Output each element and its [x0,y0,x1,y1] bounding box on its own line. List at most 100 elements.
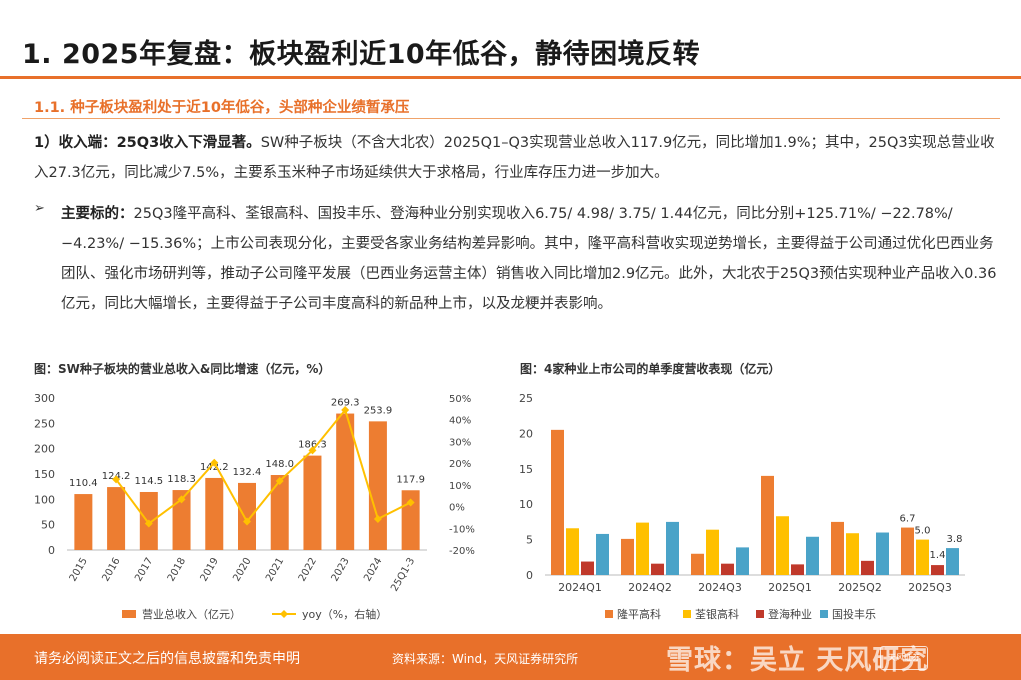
yoy-point [144,519,153,528]
revenue-heading: 1）收入端：25Q3收入下滑显著。 [34,135,261,151]
y-tick-label: 150 [34,468,55,481]
revenue-data-label: 114.5 [134,476,163,487]
quarter-bar [621,538,634,575]
legend-swatch [820,610,828,618]
x-tick-label: 2024Q1 [558,581,602,594]
quarter-bar [721,563,734,575]
y-tick-label: 0 [526,569,533,582]
revenue-bar [270,475,289,550]
quarter-bar [566,528,579,575]
quarter-bar [551,429,564,575]
quarter-bar [791,564,804,575]
footer-disclaimer: 请务必阅读正文之后的信息披露和免责申明 [34,651,300,667]
quarter-bar [806,536,819,575]
x-tick-label: 2022 [297,556,319,584]
y-tick-label: 15 [519,463,533,476]
y-tick-label: 10 [519,498,533,511]
revenue-bar [172,490,191,550]
section-subtitle: 1.1. 种子板块盈利处于近10年低谷，头部种企业绩暂承压 [34,100,410,116]
chart1-title: 图：SW种子板块的营业总收入&同比增速（亿元，%） [34,362,331,376]
revenue-data-label: 142.2 [200,462,229,473]
x-tick-label: 2024 [362,556,384,584]
quarter-bar [901,527,914,575]
revenue-data-label: 186.3 [298,440,327,451]
x-tick-label: 2023 [330,556,352,584]
revenue-bar [107,487,126,550]
y-tick-label: 25 [519,392,533,405]
legend-label: 国投丰乐 [832,607,876,621]
quarter-data-label: 3.8 [947,534,963,545]
x-tick-label: 2019 [199,556,221,584]
legend-swatch [605,610,613,618]
quarter-bar [831,521,844,575]
quarter-bar [876,532,889,575]
yoy-point [341,405,350,414]
revenue-data-label: 253.9 [364,405,393,416]
subtitle-divider [22,118,1000,119]
y2-tick-label: 0% [449,503,465,514]
y2-tick-label: -10% [449,524,475,535]
revenue-bar [303,455,322,550]
y2-tick-label: 50% [449,394,471,405]
y2-tick-label: -20% [449,546,475,557]
x-tick-label: 2025Q1 [768,581,812,594]
revenue-bar [238,482,256,550]
legend-label-yoy: yoy（%，右轴） [302,607,387,621]
legend-marker-yoy [280,610,288,618]
legend-label: 隆平高科 [617,607,661,621]
yoy-point [243,517,251,526]
quarter-bar [776,516,789,575]
x-tick-label: 2025Q2 [838,581,882,594]
y2-tick-label: 30% [449,437,471,448]
footer-bar [0,634,1021,680]
yoy-point [112,475,121,484]
revenue-bar [205,477,224,550]
revenue-data-label: 148.0 [265,459,294,470]
quarter-bar [666,521,679,575]
quarter-bar [846,533,859,575]
targets-paragraph: 主要标的：25Q3隆平高科、荃银高科、国投丰乐、登海种业分别实现收入6.75/ … [34,199,1002,319]
quarter-bar [761,475,774,575]
quarter-bar [651,563,664,575]
y-tick-label: 300 [34,392,55,405]
y-tick-label: 20 [519,427,533,440]
x-tick-label: 2021 [264,556,286,584]
revenue-data-label: 118.3 [167,474,196,485]
quarter-data-label: 1.4 [930,550,946,561]
quarter-bar [581,561,594,575]
quarter-bar [596,533,609,575]
footer-source: 资料来源：Wind，天风证券研究所 [392,652,579,666]
legend-swatch-revenue [122,610,136,618]
revenue-data-label: 132.4 [233,467,262,478]
bullet-arrow-icon: ➢ [34,201,45,216]
page-title: 1. 2025年复盘：板块盈利近10年低谷，静待困境反转 [22,39,701,70]
y-tick-label: 100 [34,493,55,506]
yoy-point [275,476,284,485]
legend-label: 登海种业 [768,607,812,621]
x-tick-label: 2018 [166,556,188,584]
targets-heading: 主要标的： [61,206,134,222]
y-tick-label: 5 [526,534,533,547]
revenue-paragraph: 1）收入端：25Q3收入下滑显著。SW种子板块（不含大北农）2025Q1–Q3实… [34,128,1002,188]
yoy-point [177,495,186,504]
y-tick-label: 0 [48,544,55,557]
quarter-bar [946,548,959,575]
yoy-point [406,498,415,507]
yoy-point [308,446,317,455]
x-tick-label: 2024Q3 [698,581,742,594]
x-tick-label: 2016 [100,556,122,584]
quarter-bar [861,560,874,575]
quarter-bar [736,547,749,575]
company-logo: 天风证券 [880,646,928,670]
y-tick-label: 200 [34,443,55,456]
y2-tick-label: 40% [449,416,471,427]
revenue-data-label: 110.4 [69,478,98,489]
quarter-data-label: 5.0 [915,526,931,537]
x-tick-label: 2025Q3 [908,581,952,594]
quarter-bar [916,539,929,575]
legend-label-revenue: 营业总收入（亿元） [142,607,241,621]
quarter-bar [636,522,649,575]
revenue-bar [336,413,355,550]
yoy-point [210,458,219,467]
yoy-point [373,514,382,523]
